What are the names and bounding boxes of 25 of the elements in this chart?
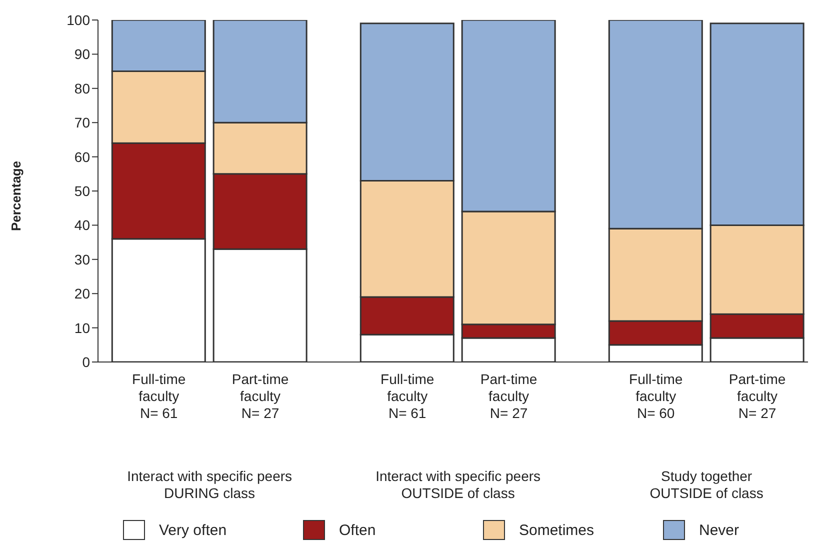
legend-label: Sometimes: [519, 522, 594, 538]
y-tick-label: 80: [74, 80, 90, 96]
y-axis-title: Percentage: [8, 160, 24, 231]
y-tick-label: 40: [74, 217, 90, 234]
legend-label: Never: [699, 522, 740, 538]
y-tick-label: 50: [74, 182, 90, 199]
y-tick-label: 30: [74, 251, 90, 268]
y-tick-label: 20: [74, 286, 90, 302]
x-tick-label: Part-time faculty N= 27: [480, 371, 538, 421]
text: Study together OUTSIDE of class: [648, 468, 764, 502]
y-tick-label: 0: [82, 354, 90, 370]
y-tick-label: 70: [74, 114, 90, 131]
y-tick-label: 90: [74, 46, 90, 62]
legend-label: Very often: [159, 522, 227, 538]
y-tick-label: 100: [66, 12, 90, 28]
x-tick-label: Part-time faculty N= 27: [728, 371, 786, 421]
x-tick-label: Full-time faculty N= 60: [629, 371, 683, 421]
x-tick-label: Full-time faculty N= 61: [132, 371, 186, 421]
x-tick-label: Part-time faculty N= 27: [232, 371, 289, 421]
x-tick-label: Full-time faculty N= 61: [380, 371, 434, 421]
y-tick-label: 10: [74, 320, 90, 336]
text: Interact with specific peers OUTSIDE of class: [374, 468, 542, 502]
legend-label: Often: [339, 522, 376, 538]
text: Interact with specific peers DURING class: [126, 468, 294, 502]
y-tick-label: 60: [74, 148, 90, 165]
